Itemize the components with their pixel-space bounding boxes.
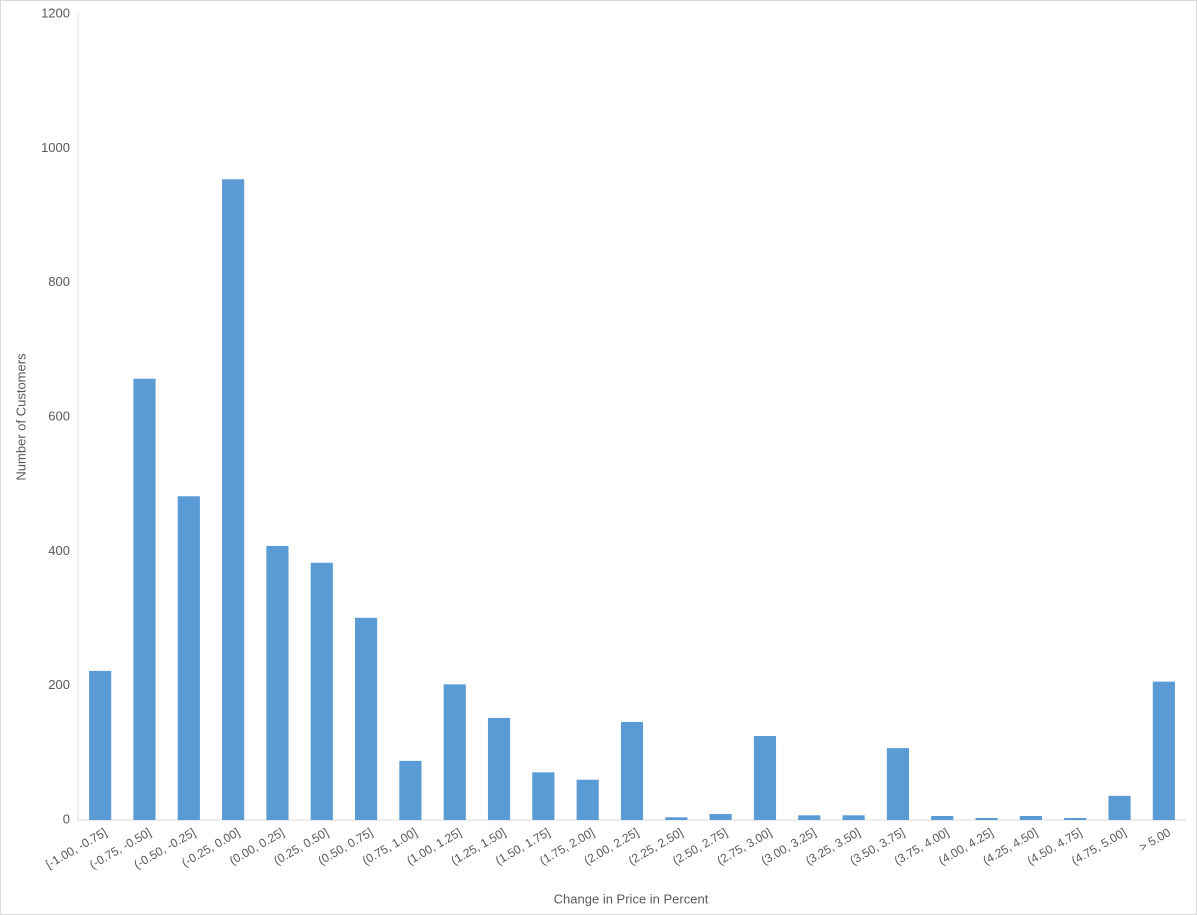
- bar: [576, 779, 599, 820]
- bar: [975, 817, 998, 820]
- bar: [355, 617, 378, 820]
- y-tick-label: 600: [48, 408, 70, 423]
- bar: [532, 772, 555, 820]
- bar: [842, 815, 865, 820]
- bar: [1019, 815, 1042, 820]
- y-axis-label: Number of Customers: [13, 353, 28, 481]
- bar: [222, 179, 245, 821]
- bar: [89, 670, 112, 820]
- y-tick-label: 200: [48, 677, 70, 692]
- bar: [266, 545, 289, 820]
- x-axis-label: Change in Price in Percent: [554, 891, 709, 906]
- bar: [1108, 795, 1131, 820]
- bar: [1152, 681, 1175, 820]
- y-tick-label: 1200: [41, 5, 70, 20]
- bar: [753, 736, 777, 820]
- bar: [931, 815, 954, 820]
- bar: [133, 378, 156, 820]
- y-tick-label: 400: [48, 543, 70, 558]
- bar: [798, 815, 821, 820]
- bar: [886, 748, 909, 820]
- bar: [709, 813, 732, 820]
- bar: [620, 721, 644, 820]
- y-tick-label: 800: [48, 274, 70, 289]
- bar: [310, 562, 333, 820]
- y-tick-label: 1000: [41, 140, 70, 155]
- bar: [665, 817, 688, 820]
- y-tick-label: 0: [63, 811, 70, 826]
- bar: [1064, 817, 1087, 820]
- bar: [177, 496, 200, 820]
- bar: [399, 760, 422, 820]
- bar: [487, 717, 511, 820]
- bar: [443, 684, 466, 820]
